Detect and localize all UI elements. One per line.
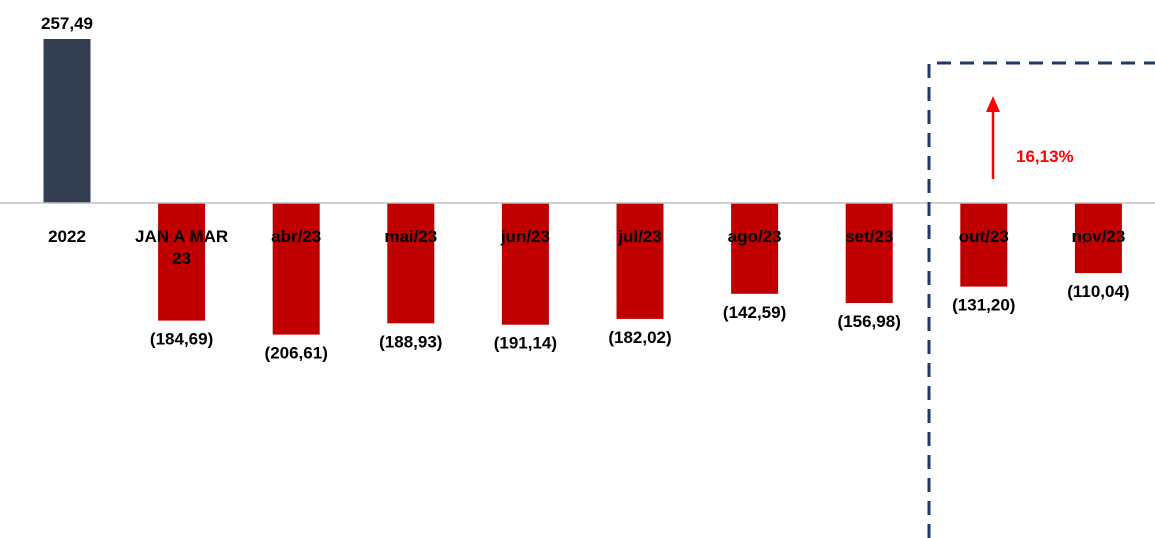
annotation-layer: 16,13%: [927, 61, 1155, 538]
value-label-6: (142,59): [723, 303, 786, 322]
category-label-6: ago/23: [728, 227, 782, 246]
category-label-1-line-0: JAN A MAR: [135, 227, 228, 246]
value-label-0: 257,49: [41, 14, 93, 33]
bar-8: [960, 203, 1008, 287]
labels-layer: 257,49 2022 (184,69) JAN A MAR 23 (206,61) abr…: [41, 14, 1130, 363]
category-label-7: set/23: [845, 227, 893, 246]
bar-5: [616, 203, 664, 319]
percent-change-label: 16,13%: [1016, 147, 1074, 166]
value-label-2: (206,61): [265, 344, 328, 363]
bars-layer: [43, 39, 1122, 335]
trend-arrow-icon: [986, 96, 1000, 112]
value-label-9: (110,04): [1067, 282, 1129, 301]
bar-4: [501, 203, 549, 325]
highlight-dashed-box: [927, 61, 1155, 538]
bar-6: [731, 203, 779, 294]
category-label-1-line-1: 23: [172, 249, 191, 268]
bar-1: [158, 203, 206, 321]
category-label-3: mai/23: [384, 227, 437, 246]
category-label-2: abr/23: [271, 227, 321, 246]
value-label-3: (188,93): [379, 332, 442, 351]
value-label-4: (191,14): [494, 334, 557, 353]
bar-7: [845, 203, 893, 303]
bar-0: [43, 39, 91, 203]
value-label-5: (182,02): [608, 328, 671, 347]
bar-9: [1074, 203, 1122, 274]
category-label-9: nov/23: [1071, 227, 1125, 246]
bar-3: [387, 203, 435, 324]
value-label-8: (131,20): [952, 296, 1015, 315]
category-label-0: 2022: [48, 227, 86, 246]
value-label-1: (184,69): [150, 330, 213, 349]
category-label-4: jun/23: [500, 227, 550, 246]
value-label-7: (156,98): [838, 312, 901, 331]
category-label-5: jul/23: [617, 227, 661, 246]
bar-2: [272, 203, 320, 335]
category-label-8: out/23: [959, 227, 1009, 246]
